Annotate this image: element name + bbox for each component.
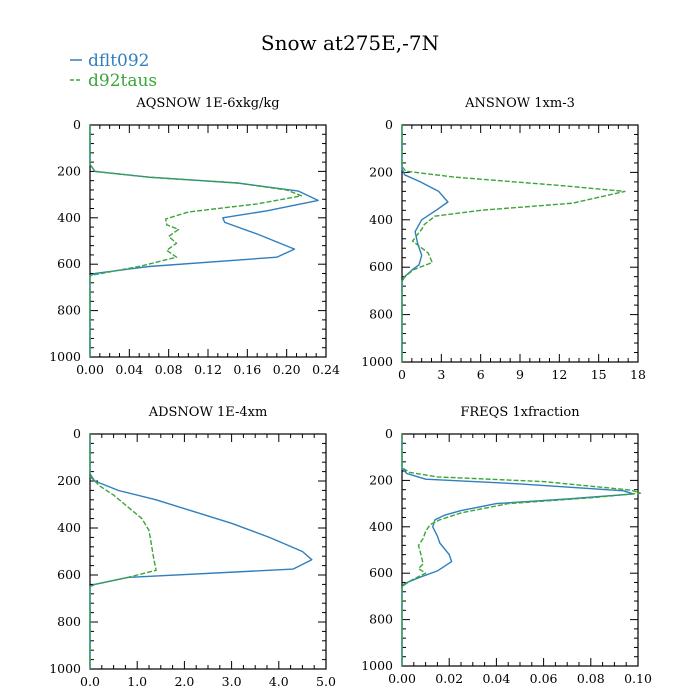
x-tick-label: 0.24 [312, 362, 340, 377]
x-tick-label: 0.12 [194, 362, 222, 377]
panel-title: AQSNOW 1E-6xkg/kg [135, 96, 279, 111]
y-tick-label: 800 [57, 614, 81, 629]
plot-frame [401, 433, 639, 667]
x-tick-label: 2.0 [174, 674, 194, 689]
y-tick-label: 200 [57, 473, 81, 488]
y-tick-label: 400 [57, 520, 81, 535]
x-tick-label: 0.0 [80, 674, 100, 689]
x-tick-label: 0.20 [273, 362, 301, 377]
x-tick-label: 9 [516, 367, 524, 382]
y-tick-label: 200 [369, 164, 393, 179]
plot-frame [89, 124, 327, 358]
panel-2: ANSNOW 1xm-3 0 3 6 9 12 15 18 0 200 400 600 800 1000 [361, 96, 646, 382]
y-tick-label: 0 [385, 426, 393, 441]
x-tick-label: 0.10 [624, 671, 652, 686]
x-tick-label: 0.08 [577, 671, 605, 686]
x-tick-label: 15 [591, 367, 607, 382]
y-tick-label: 400 [369, 519, 393, 534]
y-tick-label: 0 [385, 117, 393, 132]
x-tick-label: 18 [630, 367, 646, 382]
series-line-dflt092 [401, 434, 634, 666]
figure-title: Snow at275E,-7N [261, 31, 439, 55]
x-tick-label: 5.0 [316, 674, 336, 689]
y-tick-label: 1000 [49, 661, 81, 676]
x-tick-label: 0.08 [155, 362, 183, 377]
y-tick-label: 600 [57, 256, 81, 271]
panel-3: ADSNOW 1E-4xm 0.0 1.0 2.0 3.0 4.0 5.0 0 200 400 60… [49, 405, 336, 689]
y-tick-label: 600 [369, 259, 393, 274]
y-tick-label: 600 [369, 565, 393, 580]
x-tick-label: 3 [437, 367, 445, 382]
y-tick-label: 200 [369, 472, 393, 487]
x-tick-label: 0.04 [482, 671, 510, 686]
x-tick-label: 1.0 [127, 674, 147, 689]
y-tick-label: 0 [73, 426, 81, 441]
x-tick-label: 0.16 [233, 362, 261, 377]
y-tick-label: 1000 [49, 349, 81, 364]
y-tick-label: 800 [369, 612, 393, 627]
x-tick-label: 0.00 [76, 362, 104, 377]
series-line-d92taus [89, 434, 157, 669]
panels: AQSNOW 1E-6xkg/kg0.00 0.04 0.08 0.12 0.16 0.2… [49, 96, 652, 689]
series-line-d92taus [401, 434, 642, 666]
series-line-d92taus [89, 125, 303, 357]
y-tick-label: 400 [57, 210, 81, 225]
x-tick-label: 0.00 [388, 671, 416, 686]
y-tick-label: 1000 [361, 658, 393, 673]
panel-title: ANSNOW 1xm-3 [464, 96, 575, 111]
x-tick-label: 0 [398, 367, 406, 382]
x-tick-label: 0.04 [115, 362, 143, 377]
y-tick-label: 800 [369, 307, 393, 322]
plot-frame [401, 124, 639, 363]
x-tick-label: 0.06 [530, 671, 558, 686]
y-tick-label: 800 [57, 303, 81, 318]
legend-label-dflt092: dflt092 [88, 51, 150, 71]
y-tick-label: 0 [73, 117, 81, 132]
series-line-dflt092 [401, 125, 449, 362]
series-line-dflt092 [89, 125, 319, 357]
y-tick-label: 400 [369, 212, 393, 227]
x-tick-label: 6 [477, 367, 485, 382]
x-tick-label: 4.0 [269, 674, 289, 689]
y-tick-label: 600 [57, 567, 81, 582]
y-tick-label: 1000 [361, 354, 393, 369]
x-tick-label: 12 [551, 367, 567, 382]
panel-title: FREQS 1xfraction [460, 405, 580, 420]
panel-title: ADSNOW 1E-4xm [148, 405, 268, 420]
y-tick-label: 200 [57, 163, 81, 178]
series-line-d92taus [401, 125, 626, 362]
legend-label-d92taus: d92taus [88, 71, 157, 91]
panel-4: FREQS 1xfraction 0.00 0.02 0.04 0.06 0.08 0.10… [361, 405, 652, 686]
panel-1: AQSNOW 1E-6xkg/kg 0.00 0.04 0.08 0.12 0.16 0.2… [49, 96, 340, 377]
x-tick-label: 0.02 [435, 671, 463, 686]
x-tick-label: 3.0 [222, 674, 242, 689]
plot-frame [89, 433, 327, 670]
series-line-dflt092 [89, 434, 313, 669]
